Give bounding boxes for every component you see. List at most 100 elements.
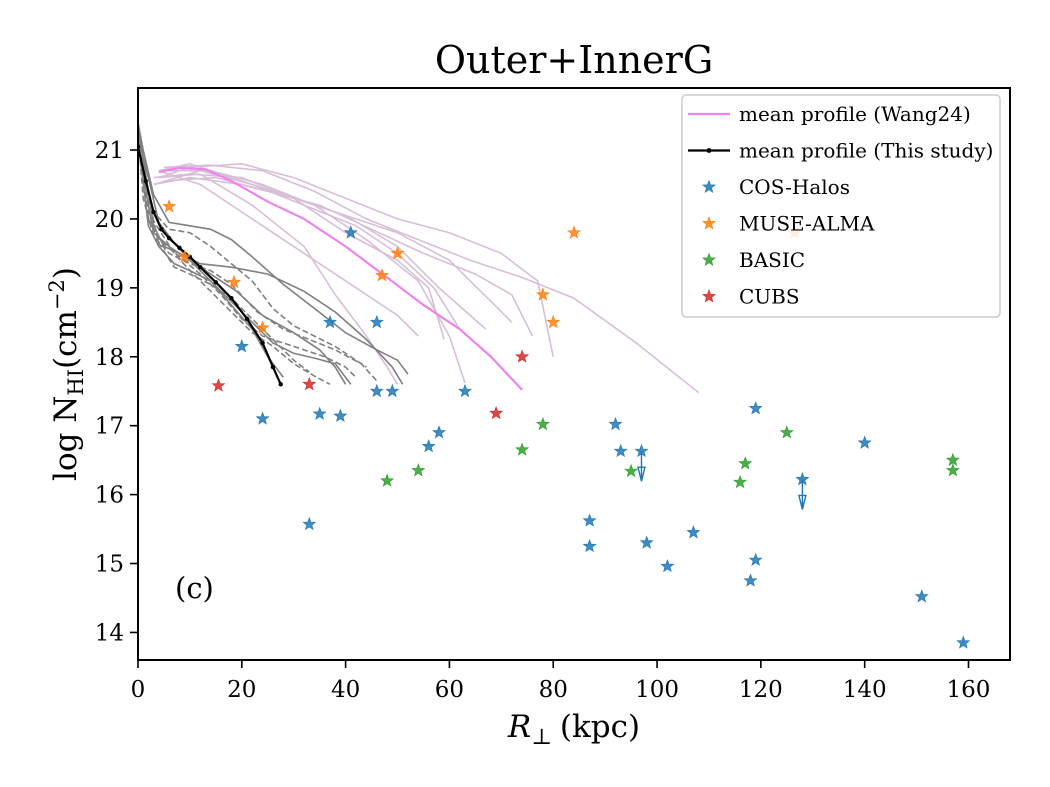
data-point-star: [686, 525, 701, 539]
data-point-star: [613, 443, 628, 458]
mean-profile-point: [229, 295, 234, 301]
y-tick-label: 14: [95, 620, 124, 646]
mean-profile-point: [213, 280, 219, 285]
data-point-star: [515, 442, 530, 456]
data-point-star: [432, 425, 447, 439]
legend-label: MUSE-ALMA: [739, 212, 875, 236]
y-label-close: ): [48, 267, 84, 279]
data-point-star: [748, 552, 763, 566]
y-tick-label: 16: [95, 483, 124, 509]
wang24-profile-line: [158, 169, 466, 384]
y-tick-label: 18: [95, 345, 124, 371]
data-markers: [162, 199, 971, 649]
wang24-profile-line: [153, 176, 513, 323]
y-tick-label: 19: [95, 276, 124, 302]
legend-label: COS-Halos: [739, 175, 850, 199]
data-point-star: [302, 376, 317, 391]
data-point-star: [608, 416, 623, 431]
y-label-superscript: −2: [45, 279, 69, 310]
legend-star-swatch: [701, 289, 717, 303]
data-point-star: [515, 349, 530, 363]
data-point-star: [385, 383, 400, 398]
data-point-star: [624, 463, 639, 478]
x-label-symbol: R: [507, 709, 531, 745]
wang24-profile-line: [158, 169, 419, 337]
this-study-profiles: [138, 122, 409, 386]
y-tick-label: 17: [95, 414, 124, 440]
legend-label: CUBS: [739, 285, 800, 309]
this-study-profile-line: [138, 129, 357, 378]
mean-profile-wang24: [158, 166, 523, 391]
data-point-star: [535, 416, 550, 431]
x-tick-label: 140: [843, 677, 887, 703]
y-label-main: log N: [48, 396, 84, 481]
y-tick-label: 20: [95, 207, 124, 233]
data-point-star: [535, 287, 550, 301]
data-point-star: [421, 439, 436, 453]
legend-dot-swatch: [706, 148, 712, 153]
mean-profile-point: [159, 227, 164, 232]
mean-profile-point: [198, 264, 203, 270]
this-study-profile-line: [138, 129, 367, 368]
wang24-profile-line: [158, 162, 554, 357]
this-study-profile-line: [138, 129, 331, 386]
mean-profile-point: [278, 382, 283, 387]
data-point-star: [162, 199, 177, 213]
wang24-profile-line: [163, 164, 700, 394]
mean-profile-point: [143, 178, 148, 184]
data-point-star: [857, 435, 872, 449]
x-axis-label: R⊥ (kpc): [507, 709, 640, 750]
x-label-subscript: ⊥: [531, 725, 552, 750]
mean-profiles: [138, 144, 523, 391]
this-study-profile-line: [138, 122, 409, 375]
y-tick-label: 15: [95, 552, 124, 578]
y-axis-label: log NHI(cm−2): [45, 267, 88, 481]
data-point-star: [255, 411, 270, 425]
data-point-star: [333, 408, 348, 422]
data-point-star: [945, 452, 960, 467]
x-tick-label: 60: [435, 677, 464, 703]
data-point-star: [956, 635, 971, 649]
data-point-star: [738, 456, 753, 470]
x-label-unit: (kpc): [560, 709, 640, 745]
data-point-star: [660, 558, 675, 573]
wang24-profile-line: [158, 173, 399, 385]
data-point-star: [566, 225, 582, 239]
wang24-profile-line: [153, 173, 445, 340]
x-tick-label: 40: [331, 677, 360, 703]
data-point-star: [639, 535, 654, 549]
wang24-profiles: [153, 162, 700, 394]
data-point-star: [390, 246, 405, 260]
legend-label: mean profile (Wang24): [739, 102, 971, 126]
mean-profile-point: [151, 209, 156, 215]
data-point-star: [914, 589, 929, 603]
upper-limit-arrow-head: [797, 494, 807, 510]
this-study-profile-line: [138, 125, 404, 385]
data-point-star: [489, 405, 504, 420]
data-point-star: [312, 406, 327, 420]
data-point-star: [211, 378, 226, 392]
data-point-star: [457, 383, 473, 398]
chart-title: Outer+InnerG: [435, 38, 713, 82]
data-point-star: [302, 516, 317, 531]
this-study-profile-line: [138, 139, 352, 385]
legend-star-swatch: [701, 252, 717, 267]
data-point-star: [255, 320, 270, 334]
data-point-star: [733, 474, 748, 489]
data-point-star: [582, 513, 597, 527]
x-tick-label: 80: [539, 677, 568, 703]
plot-frame: [137, 87, 1011, 661]
data-point-star: [945, 463, 960, 477]
data-point-star: [226, 274, 242, 289]
data-point-star: [369, 314, 384, 329]
mean-profile-point: [166, 236, 172, 241]
mean-profile-point: [244, 316, 250, 322]
data-point-star: [582, 538, 597, 553]
data-point-star: [380, 473, 395, 487]
upper-limit-arrow-head: [637, 466, 646, 482]
y-label-unit: (cm: [48, 310, 84, 369]
mean-profile-point: [177, 245, 182, 251]
this-study-profile-line: [138, 142, 284, 378]
x-tick-label: 120: [739, 677, 783, 703]
